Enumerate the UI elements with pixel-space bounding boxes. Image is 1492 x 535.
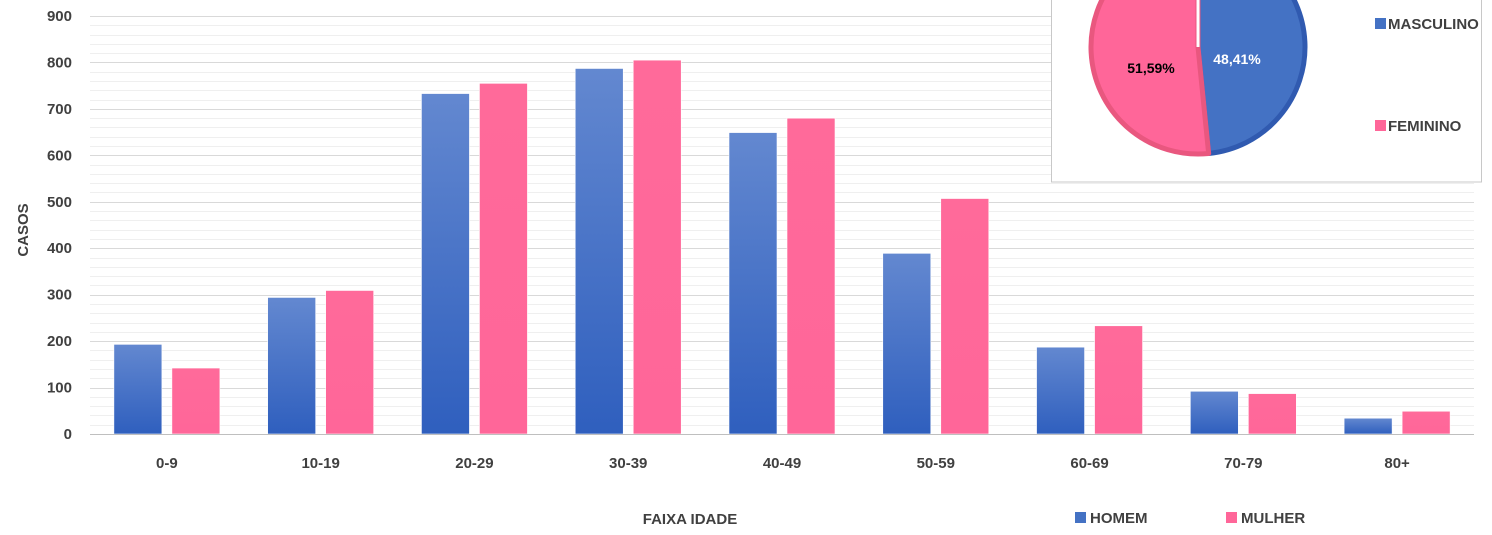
x-tick-label: 20-29 bbox=[455, 455, 493, 472]
bar-homem-50-59 bbox=[882, 253, 932, 435]
bar-mulher-70-79 bbox=[1248, 393, 1297, 435]
legend-swatch-mulher bbox=[1226, 512, 1237, 523]
pie-slice-feminino bbox=[1088, 0, 1212, 157]
pie-chart-panel: 48,41% 51,59% MASCULINO FEMININO bbox=[1051, 0, 1482, 183]
pie: 48,41% 51,59% bbox=[1088, 0, 1308, 157]
y-tick-label: 300 bbox=[47, 287, 72, 304]
y-tick-label: 100 bbox=[47, 380, 72, 397]
x-axis-ticks: 0-9 10-19 20-29 30-39 40-49 50-59 60-69 70-79 80… bbox=[156, 455, 1410, 472]
legend-swatch-homem bbox=[1075, 512, 1086, 523]
bar-legend: HOMEM MULHER bbox=[1075, 510, 1305, 527]
bar-homem-70-79 bbox=[1190, 390, 1239, 435]
y-tick-label: 500 bbox=[47, 194, 72, 211]
pie-legend-label-feminino: FEMININO bbox=[1388, 118, 1462, 135]
bar-homem-20-29 bbox=[421, 93, 470, 435]
y-tick-label: 400 bbox=[47, 240, 72, 257]
legend-label-mulher: MULHER bbox=[1241, 510, 1305, 527]
bar-mulher-80+ bbox=[1401, 410, 1451, 435]
y-tick-label: 900 bbox=[47, 8, 72, 25]
x-tick-label: 60-69 bbox=[1070, 455, 1108, 472]
y-tick-label: 800 bbox=[47, 54, 72, 71]
bars bbox=[113, 59, 1451, 435]
pie-label-feminino: 51,59% bbox=[1127, 60, 1175, 76]
y-axis-title: CASOS bbox=[15, 203, 32, 256]
bar-homem-80+ bbox=[1343, 417, 1393, 435]
bar-mulher-0-9 bbox=[171, 367, 221, 435]
y-tick-label: 700 bbox=[47, 101, 72, 118]
bar-homem-40-49 bbox=[728, 132, 778, 435]
legend-label-homem: HOMEM bbox=[1090, 510, 1148, 527]
y-tick-label: 0 bbox=[64, 426, 72, 443]
x-tick-label: 10-19 bbox=[301, 455, 339, 472]
pie-legend-swatch-masculino bbox=[1375, 18, 1386, 29]
bar-homem-10-19 bbox=[267, 297, 316, 435]
x-axis-title: FAIXA IDADE bbox=[643, 511, 737, 528]
bar-mulher-20-29 bbox=[479, 83, 528, 435]
y-tick-label: 200 bbox=[47, 333, 72, 350]
x-tick-label: 80+ bbox=[1384, 455, 1410, 472]
pie-legend-label-masculino: MASCULINO bbox=[1388, 16, 1479, 33]
bar-mulher-50-59 bbox=[940, 198, 990, 435]
x-tick-label: 50-59 bbox=[917, 455, 955, 472]
bar-homem-0-9 bbox=[113, 344, 163, 435]
bar-homem-30-39 bbox=[574, 68, 624, 435]
y-tick-label: 600 bbox=[47, 147, 72, 164]
x-tick-label: 30-39 bbox=[609, 455, 647, 472]
pie-slice-masculino bbox=[1195, 0, 1308, 156]
pie-label-masculino: 48,41% bbox=[1213, 51, 1261, 67]
x-tick-label: 40-49 bbox=[763, 455, 801, 472]
bar-mulher-40-49 bbox=[786, 117, 836, 435]
x-tick-label: 70-79 bbox=[1224, 455, 1262, 472]
pie-legend: MASCULINO FEMININO bbox=[1375, 16, 1479, 135]
pie-legend-swatch-feminino bbox=[1375, 120, 1386, 131]
bar-mulher-30-39 bbox=[632, 59, 682, 435]
x-tick-label: 0-9 bbox=[156, 455, 178, 472]
bar-homem-60-69 bbox=[1036, 346, 1085, 435]
y-axis-ticks: 0 100 200 300 400 500 600 700 800 900 bbox=[47, 8, 72, 443]
bar-mulher-10-19 bbox=[325, 290, 374, 435]
bar-mulher-60-69 bbox=[1094, 325, 1143, 435]
